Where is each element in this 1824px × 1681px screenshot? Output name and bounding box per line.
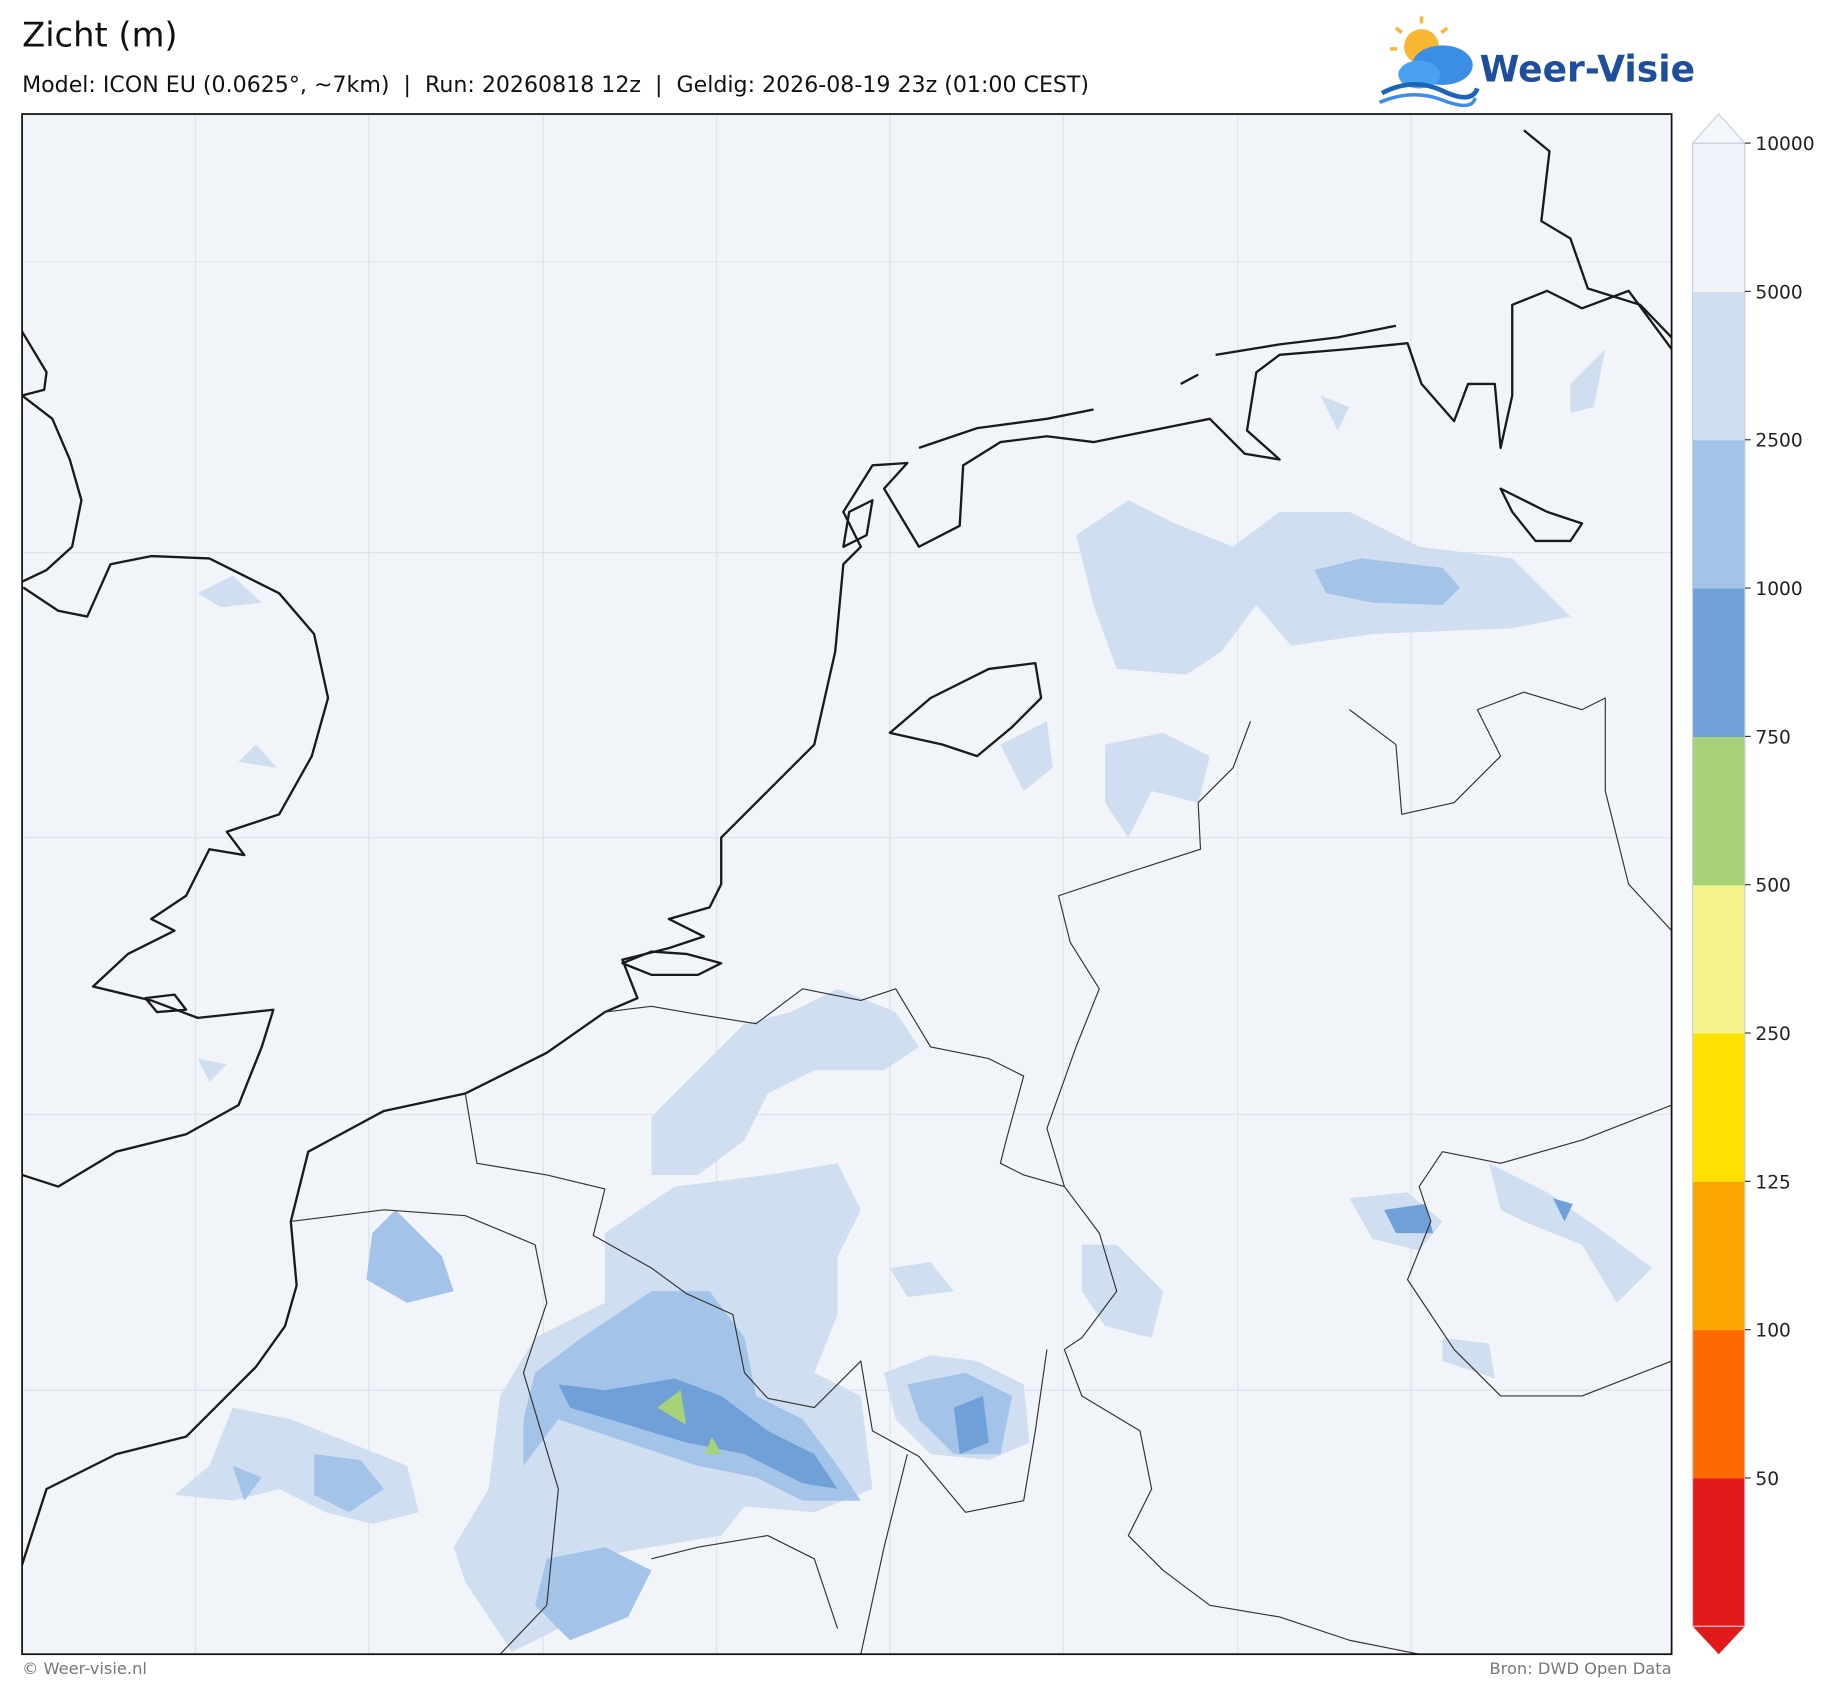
colorbar-tick-label: 750 — [1755, 727, 1791, 748]
colorbar-tick-label: 2500 — [1755, 431, 1802, 452]
colorbar-segment — [1692, 1181, 1745, 1331]
colorbar-segment — [1692, 736, 1745, 886]
map-frame — [21, 113, 1673, 1656]
visibility-field — [174, 349, 1652, 1652]
colorbar-tick-label: 100 — [1755, 1321, 1791, 1342]
colorbar-segment — [1692, 588, 1745, 737]
borders — [290, 691, 1673, 1655]
colorbar-segment — [1692, 1477, 1745, 1627]
colorbar-tick-label: 125 — [1755, 1172, 1791, 1193]
colorbar-segment — [1692, 1033, 1745, 1182]
colorbar-segment — [1692, 1329, 1745, 1479]
coastline — [20, 129, 1673, 1565]
logo: Weer-Visie — [1378, 16, 1695, 108]
colorbar-tick-label: 250 — [1755, 1024, 1791, 1045]
colorbar-tick-label: 5000 — [1755, 282, 1802, 303]
colorbar-tick-label: 1000 — [1755, 579, 1802, 600]
colorbar-segment — [1692, 143, 1745, 293]
colorbar-extension — [1692, 1626, 1745, 1655]
colorbar: 50 100 125 250 500 750 1000 2500 5000 10000 — [1691, 113, 1815, 1655]
colorbar-extension — [1691, 113, 1747, 144]
footer-right: Bron: DWD Open Data — [1489, 1659, 1671, 1678]
colorbar-tick-label: 50 — [1755, 1469, 1779, 1490]
map — [20, 113, 1673, 1656]
colorbar-tick-label: 10000 — [1755, 134, 1814, 155]
footer-left: © Weer-visie.nl — [22, 1659, 147, 1678]
subtitle: Model: ICON EU (0.0625°, ~7km) | Run: 20… — [22, 72, 1089, 98]
colorbar-tick-label: 500 — [1755, 876, 1791, 897]
logo-text: Weer-Visie — [1480, 48, 1695, 90]
colorbar-segment — [1692, 439, 1745, 589]
colorbar-segment — [1692, 291, 1745, 441]
colorbar-segment — [1692, 884, 1745, 1034]
title: Zicht (m) — [22, 16, 177, 55]
